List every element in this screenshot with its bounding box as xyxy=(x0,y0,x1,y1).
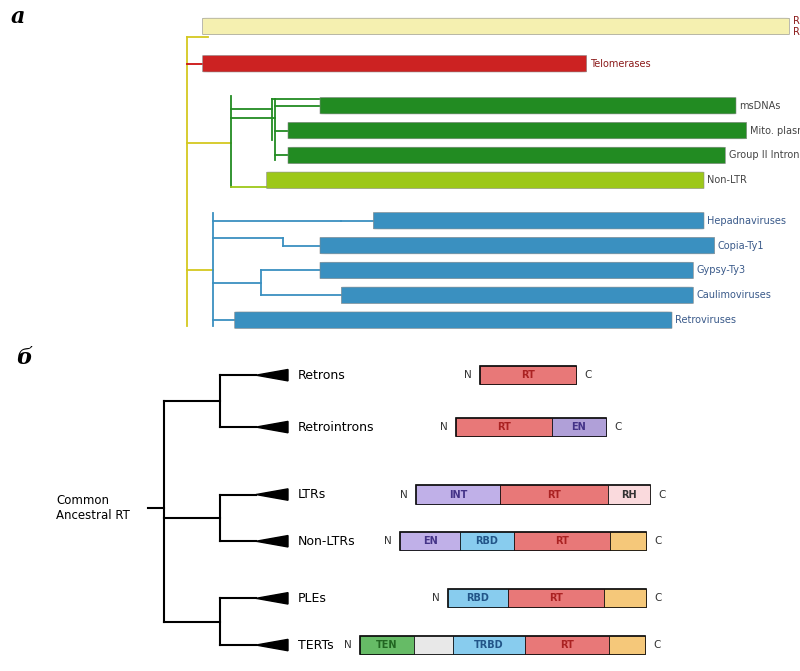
Text: msDNAs: msDNAs xyxy=(739,101,781,111)
Bar xyxy=(500,485,608,504)
Text: б: б xyxy=(16,347,32,368)
Text: N: N xyxy=(344,640,352,650)
Polygon shape xyxy=(256,639,288,651)
Text: RNA dependent
RNA Polymerases: RNA dependent RNA Polymerases xyxy=(793,15,800,37)
FancyBboxPatch shape xyxy=(320,97,736,114)
Text: RH: RH xyxy=(621,490,637,499)
FancyBboxPatch shape xyxy=(320,262,694,278)
FancyBboxPatch shape xyxy=(202,56,586,72)
FancyBboxPatch shape xyxy=(266,172,704,189)
Bar xyxy=(448,589,508,607)
FancyBboxPatch shape xyxy=(202,18,790,35)
Text: C: C xyxy=(654,593,662,603)
Bar xyxy=(414,636,453,654)
Bar xyxy=(400,532,460,550)
Polygon shape xyxy=(256,535,288,547)
Text: C: C xyxy=(584,370,591,380)
Text: RBD: RBD xyxy=(475,536,498,546)
Polygon shape xyxy=(256,489,288,501)
Text: C: C xyxy=(658,490,666,499)
Text: RT: RT xyxy=(555,536,569,546)
Bar xyxy=(480,366,576,384)
Text: Copia-Ty1: Copia-Ty1 xyxy=(718,241,764,250)
Text: Telomerases: Telomerases xyxy=(590,59,650,68)
Bar xyxy=(525,636,609,654)
Bar xyxy=(456,418,552,436)
Text: RT: RT xyxy=(521,370,535,380)
FancyBboxPatch shape xyxy=(288,147,726,164)
Bar xyxy=(416,485,650,504)
Polygon shape xyxy=(256,592,288,604)
Text: N: N xyxy=(400,490,408,499)
Text: RT: RT xyxy=(560,640,574,650)
Bar xyxy=(609,636,645,654)
Text: Non-LTR: Non-LTR xyxy=(707,175,747,185)
FancyBboxPatch shape xyxy=(320,238,714,254)
Text: INT: INT xyxy=(449,490,467,499)
Bar xyxy=(508,589,604,607)
Bar xyxy=(460,532,514,550)
Bar xyxy=(400,532,646,550)
Text: Gypsy-Ty3: Gypsy-Ty3 xyxy=(697,266,746,276)
Text: Retrons: Retrons xyxy=(298,368,346,382)
Text: N: N xyxy=(384,536,392,546)
FancyBboxPatch shape xyxy=(374,213,704,229)
FancyBboxPatch shape xyxy=(342,287,694,303)
Text: а: а xyxy=(10,6,25,28)
Text: Retrointrons: Retrointrons xyxy=(298,421,374,433)
Text: Non-LTRs: Non-LTRs xyxy=(298,535,355,548)
Bar xyxy=(552,418,606,436)
Text: Group II Introns: Group II Introns xyxy=(729,150,800,160)
Bar xyxy=(604,589,646,607)
Bar xyxy=(608,485,650,504)
Text: RT: RT xyxy=(547,490,561,499)
Text: TERTs: TERTs xyxy=(298,639,334,652)
Text: EN: EN xyxy=(572,422,586,432)
Text: EN: EN xyxy=(422,536,438,546)
Text: PLEs: PLEs xyxy=(298,592,326,605)
FancyBboxPatch shape xyxy=(234,312,672,328)
Text: C: C xyxy=(654,536,662,546)
Text: Retroviruses: Retroviruses xyxy=(675,315,736,325)
Text: RT: RT xyxy=(497,422,511,432)
FancyBboxPatch shape xyxy=(288,122,746,139)
Text: TRBD: TRBD xyxy=(474,640,504,650)
Text: TEN: TEN xyxy=(376,640,398,650)
Polygon shape xyxy=(256,421,288,433)
Text: Caulimoviruses: Caulimoviruses xyxy=(697,291,771,301)
Text: RT: RT xyxy=(549,593,563,603)
Bar xyxy=(453,636,525,654)
Bar xyxy=(448,589,646,607)
Polygon shape xyxy=(256,370,288,381)
Bar xyxy=(480,366,576,384)
Text: LTRs: LTRs xyxy=(298,488,326,501)
Bar xyxy=(456,418,606,436)
Bar xyxy=(610,532,646,550)
Text: N: N xyxy=(432,593,440,603)
Text: Hepadnaviruses: Hepadnaviruses xyxy=(707,215,786,225)
Text: C: C xyxy=(614,422,622,432)
Text: N: N xyxy=(440,422,448,432)
Bar xyxy=(360,636,414,654)
Bar xyxy=(360,636,645,654)
Text: Mito. plasmid/RTL: Mito. plasmid/RTL xyxy=(750,125,800,136)
Bar xyxy=(514,532,610,550)
Text: N: N xyxy=(464,370,472,380)
Text: RBD: RBD xyxy=(466,593,490,603)
Bar xyxy=(416,485,500,504)
Text: C: C xyxy=(653,640,660,650)
Text: Common
Ancestral RT: Common Ancestral RT xyxy=(56,494,130,521)
